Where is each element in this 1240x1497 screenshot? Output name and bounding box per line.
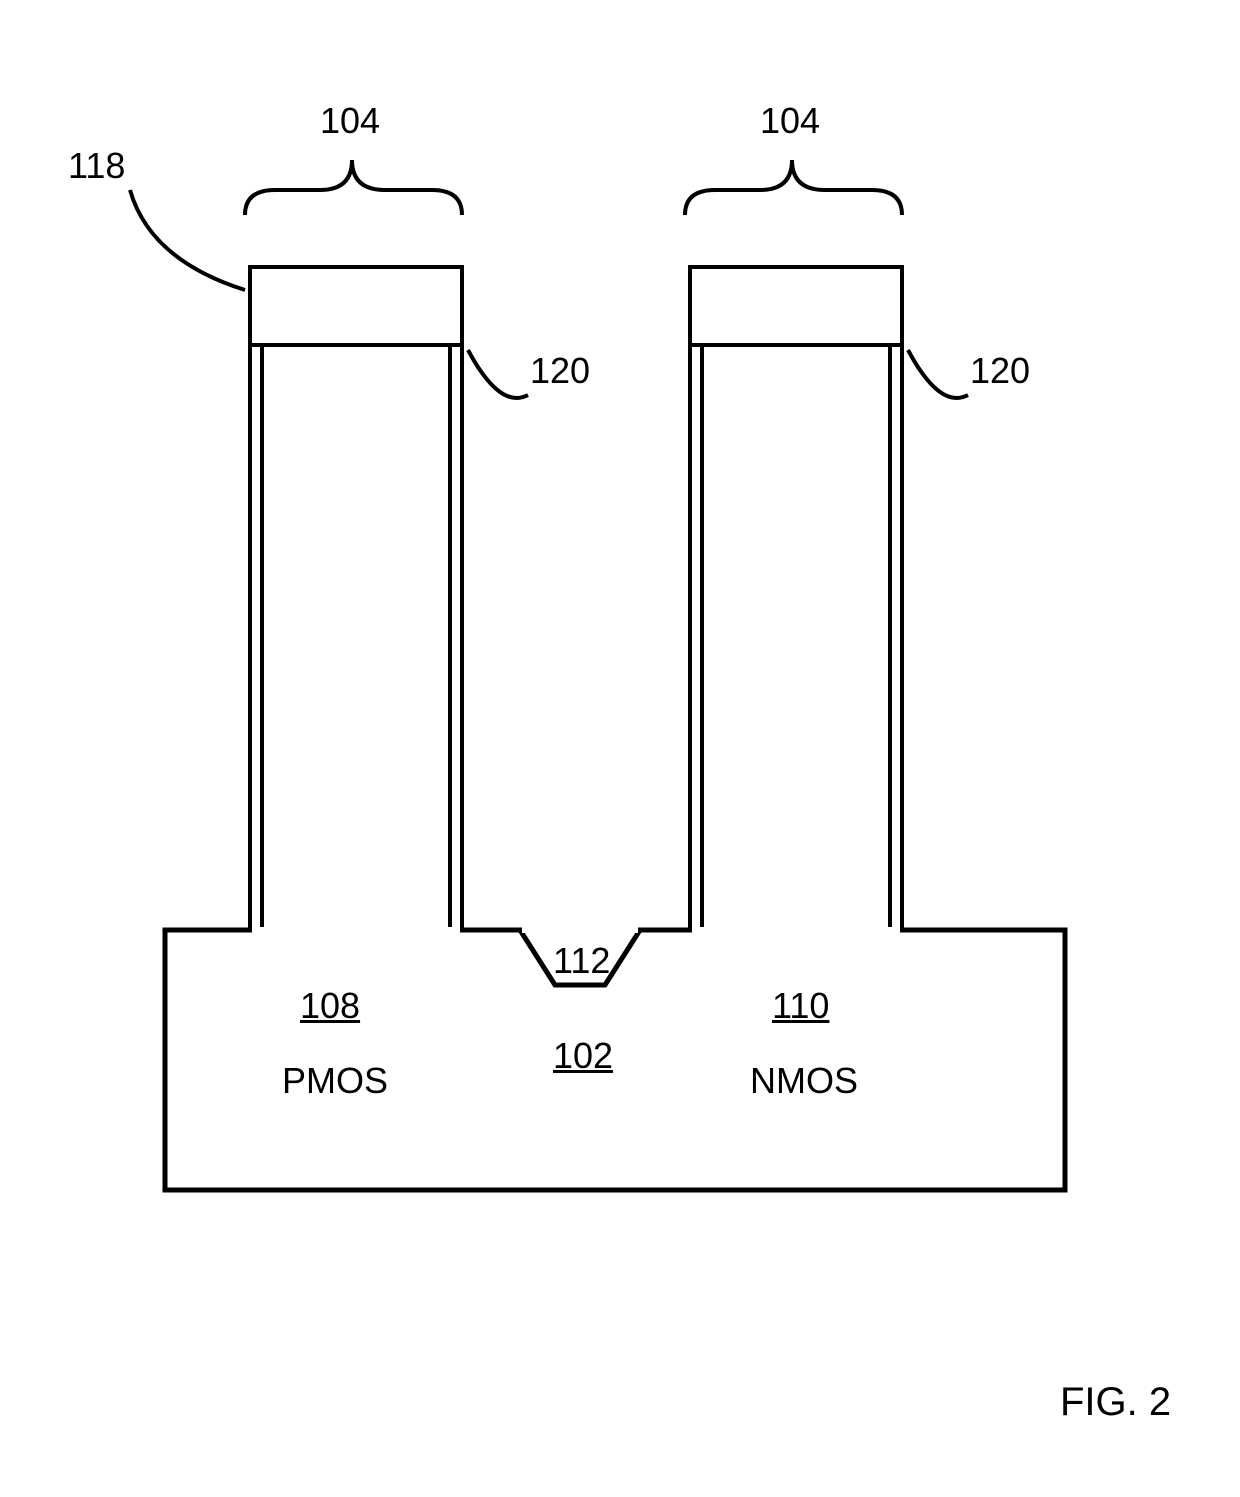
label-nmos: NMOS [750, 1060, 858, 1102]
right-pillar [690, 267, 902, 930]
label-110: 110 [772, 985, 829, 1027]
leader-120-left [468, 350, 528, 398]
label-108: 108 [300, 985, 360, 1027]
label-104-left: 104 [320, 100, 380, 142]
left-pillar [250, 267, 462, 930]
label-104-right: 104 [760, 100, 820, 142]
label-120-right: 120 [970, 350, 1030, 392]
leader-120-right [908, 350, 968, 398]
label-112: 112 [553, 940, 610, 982]
brace-left [245, 160, 462, 215]
figure-title: FIG. 2 [1060, 1380, 1171, 1425]
label-120-left: 120 [530, 350, 590, 392]
brace-right [685, 160, 902, 215]
leader-118 [130, 190, 245, 290]
label-102: 102 [553, 1035, 613, 1077]
label-118: 118 [68, 145, 125, 187]
label-pmos: PMOS [282, 1060, 388, 1102]
diagram-svg [0, 0, 1240, 1497]
